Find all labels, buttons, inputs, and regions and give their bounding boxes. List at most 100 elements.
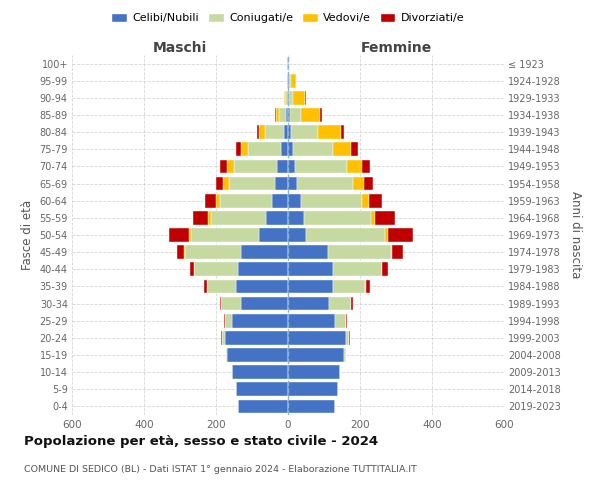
Text: COMUNE DI SEDICO (BL) - Dati ISTAT 1° gennaio 2024 - Elaborazione TUTTITALIA.IT: COMUNE DI SEDICO (BL) - Dati ISTAT 1° ge…: [24, 465, 417, 474]
Bar: [266, 211, 288, 224]
Bar: [391, 246, 392, 259]
Bar: [234, 160, 277, 173]
Bar: [194, 262, 238, 276]
Bar: [288, 126, 291, 139]
Bar: [232, 366, 288, 379]
Bar: [220, 296, 221, 310]
Bar: [236, 280, 288, 293]
Bar: [371, 211, 375, 224]
Bar: [169, 228, 189, 242]
Y-axis label: Anni di nascita: Anni di nascita: [569, 192, 583, 278]
Bar: [236, 382, 288, 396]
Bar: [305, 91, 307, 104]
Bar: [236, 142, 241, 156]
Bar: [288, 194, 301, 207]
Bar: [288, 176, 297, 190]
Bar: [272, 194, 288, 207]
Bar: [238, 400, 288, 413]
Bar: [333, 142, 351, 156]
Bar: [220, 160, 227, 173]
Bar: [284, 91, 285, 104]
Bar: [320, 108, 322, 122]
Bar: [229, 176, 275, 190]
Bar: [365, 280, 366, 293]
Bar: [288, 108, 290, 122]
Bar: [288, 246, 328, 259]
Bar: [232, 314, 288, 328]
Bar: [288, 348, 344, 362]
Bar: [226, 348, 227, 362]
Bar: [301, 108, 320, 122]
Bar: [204, 280, 207, 293]
Bar: [306, 228, 385, 242]
Bar: [248, 142, 281, 156]
Bar: [318, 126, 341, 139]
Bar: [286, 108, 288, 122]
Bar: [279, 108, 286, 122]
Bar: [346, 314, 347, 328]
Bar: [289, 74, 290, 88]
Bar: [216, 176, 223, 190]
Text: Femmine: Femmine: [361, 41, 431, 55]
Bar: [375, 211, 395, 224]
Bar: [347, 160, 362, 173]
Bar: [346, 331, 349, 344]
Bar: [241, 246, 288, 259]
Y-axis label: Fasce di età: Fasce di età: [21, 200, 34, 270]
Bar: [344, 348, 346, 362]
Bar: [275, 176, 288, 190]
Bar: [290, 74, 296, 88]
Bar: [221, 296, 241, 310]
Bar: [275, 108, 276, 122]
Bar: [185, 246, 241, 259]
Bar: [341, 126, 344, 139]
Bar: [227, 160, 234, 173]
Bar: [295, 160, 347, 173]
Bar: [241, 142, 248, 156]
Bar: [304, 211, 371, 224]
Bar: [207, 280, 236, 293]
Bar: [288, 400, 335, 413]
Bar: [289, 91, 293, 104]
Bar: [288, 91, 289, 104]
Bar: [362, 160, 370, 173]
Bar: [362, 194, 369, 207]
Text: Popolazione per età, sesso e stato civile - 2024: Popolazione per età, sesso e stato civil…: [24, 435, 378, 448]
Bar: [189, 228, 191, 242]
Bar: [220, 194, 272, 207]
Bar: [366, 280, 370, 293]
Bar: [227, 348, 288, 362]
Bar: [382, 262, 388, 276]
Bar: [190, 262, 194, 276]
Bar: [288, 296, 329, 310]
Bar: [177, 246, 184, 259]
Bar: [222, 331, 225, 344]
Bar: [351, 142, 358, 156]
Bar: [288, 160, 295, 173]
Bar: [287, 91, 288, 104]
Bar: [369, 194, 382, 207]
Bar: [277, 160, 288, 173]
Bar: [290, 108, 301, 122]
Bar: [297, 176, 353, 190]
Bar: [225, 314, 232, 328]
Bar: [301, 194, 362, 207]
Bar: [208, 211, 211, 224]
Bar: [288, 211, 304, 224]
Bar: [225, 331, 288, 344]
Bar: [193, 211, 208, 224]
Bar: [216, 194, 220, 207]
Bar: [329, 296, 351, 310]
Bar: [284, 126, 288, 139]
Bar: [288, 262, 333, 276]
Bar: [288, 56, 289, 70]
Bar: [281, 142, 288, 156]
Bar: [241, 296, 288, 310]
Bar: [335, 314, 346, 328]
Bar: [288, 280, 333, 293]
Bar: [392, 246, 403, 259]
Bar: [257, 126, 259, 139]
Bar: [223, 176, 229, 190]
Bar: [351, 296, 353, 310]
Bar: [288, 314, 335, 328]
